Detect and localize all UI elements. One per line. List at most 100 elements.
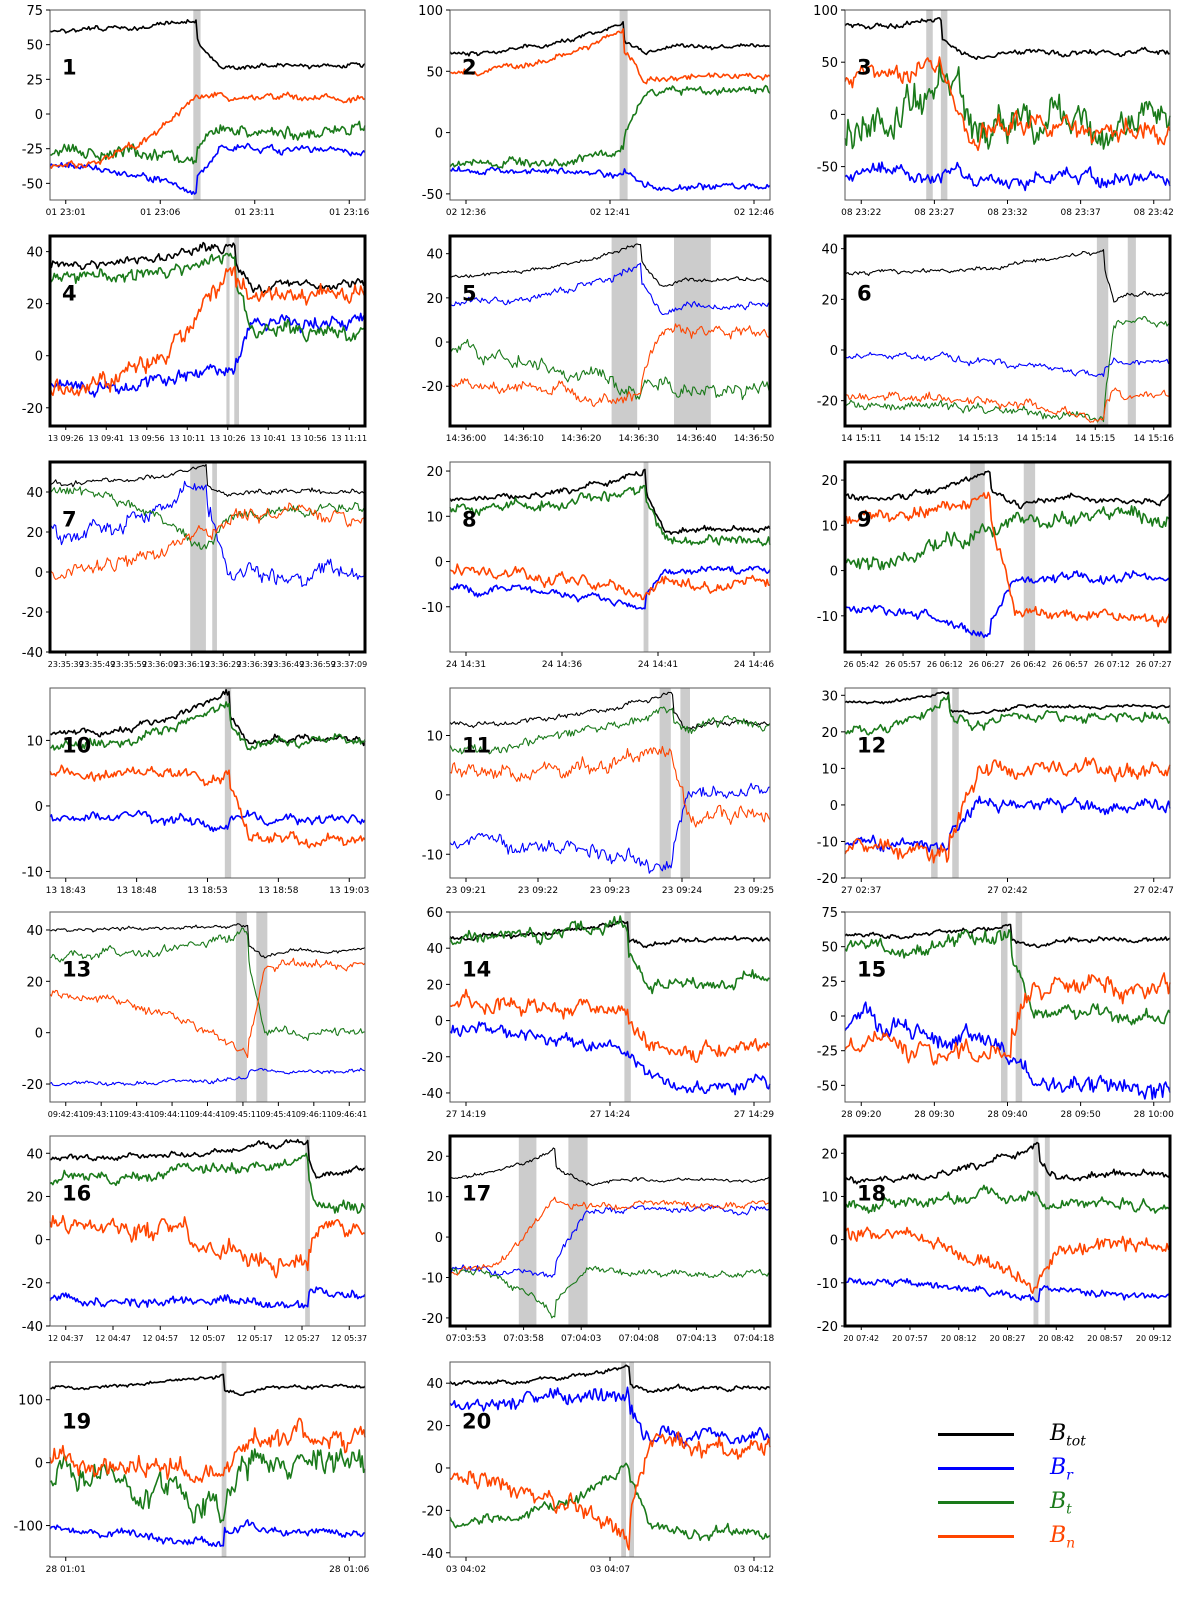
legend-line-bn xyxy=(938,1535,1014,1538)
panel-number: 11 xyxy=(462,734,491,758)
series-bn xyxy=(844,491,1171,628)
y-tick-label: -20 xyxy=(22,606,43,621)
plot-frame xyxy=(49,911,366,1103)
y-tick-label: -100 xyxy=(13,1520,43,1535)
series-btot xyxy=(844,470,1171,510)
y-tick-label: 30 xyxy=(821,689,838,704)
series-br xyxy=(844,161,1171,192)
legend-item-btot: Btot xyxy=(938,1420,1118,1450)
series-bn xyxy=(449,323,771,408)
y-tick-label: 40 xyxy=(426,1377,443,1392)
panel-number: 15 xyxy=(857,958,886,982)
y-tick-label: -40 xyxy=(422,1547,443,1562)
y-tick-label: -10 xyxy=(817,835,838,850)
y-tick-label: 40 xyxy=(821,243,838,258)
plot-area: 20 10 0 -10 26 05:42 26 05:57 26 06:12 26 06:27… xyxy=(817,460,1172,669)
x-tick-label: 09:46:41 xyxy=(331,1110,367,1119)
legend-sub-br: r xyxy=(1066,1467,1073,1484)
x-tick-label: 01 23:01 xyxy=(46,208,86,218)
series-bn xyxy=(49,1417,366,1484)
x-tick-label: 13 10:11 xyxy=(169,434,205,443)
x-tick-label: 12 05:37 xyxy=(331,1334,367,1343)
y-tick-label: 20 xyxy=(426,1150,443,1165)
panel-number: 10 xyxy=(62,734,91,758)
x-tick-label: 03 04:12 xyxy=(734,1565,774,1575)
series-bt xyxy=(49,1152,366,1214)
y-tick-label: 40 xyxy=(426,248,443,263)
x-tick-label: 23:36:09 xyxy=(142,660,178,669)
panel-7: 40 20 0 -20 -40 23:35:39 23:35:49 23:35:59 23:36… xyxy=(4,460,375,680)
plot-area: 100 0 -100 28 01:01 28 01:06 19 xyxy=(13,1361,370,1575)
panel-11: 10 0 -10 23 09:21 23 09:22 23 09:23 23 09:24 23… xyxy=(404,687,780,906)
x-tick-label: 13 18:43 xyxy=(46,886,86,896)
y-tick-label: 0 xyxy=(435,336,443,351)
y-tick-label: 0 xyxy=(435,1462,443,1477)
legend-line-btot xyxy=(938,1433,1014,1436)
shaded-interval xyxy=(1127,236,1136,426)
x-tick-label: 14 15:12 xyxy=(900,434,940,444)
x-tick-label: 14 15:14 xyxy=(1017,434,1058,444)
shaded-interval xyxy=(1015,912,1023,1102)
y-tick-label: 100 xyxy=(813,4,838,19)
chart-5: 40 20 0 -20 14:36:00 14:36:10 14:36:20 14:36:30… xyxy=(422,234,775,444)
x-tick-label: 24 14:41 xyxy=(638,660,678,670)
y-tick-label: 0 xyxy=(35,1027,43,1042)
x-tick-label: 20 09:12 xyxy=(1136,1334,1172,1343)
x-tick-label: 13 18:58 xyxy=(258,886,299,896)
panel-number: 20 xyxy=(462,1409,491,1433)
series-bt xyxy=(449,915,771,995)
series-bt xyxy=(844,694,1171,736)
x-tick-label: 23 09:21 xyxy=(446,886,486,896)
panel-3: 100 50 0 -50 08 23:22 08 23:27 08 23:32 08 23:3… xyxy=(799,4,1180,228)
panel-5: 40 20 0 -20 14:36:00 14:36:10 14:36:20 14:36:30… xyxy=(404,234,780,454)
shaded-interval xyxy=(926,10,933,200)
x-tick-label: 14 15:11 xyxy=(841,434,881,444)
series-bn xyxy=(449,745,771,828)
y-tick-label: 0 xyxy=(35,1457,43,1472)
plot-area: 20 10 0 -10 24 14:31 24 14:36 24 14:41 24 14:46… xyxy=(422,461,775,670)
plot-frame xyxy=(48,460,367,654)
x-tick-label: 28 09:50 xyxy=(1061,1110,1102,1120)
x-tick-label: 23:36:19 xyxy=(174,660,210,669)
series-btot xyxy=(844,1141,1171,1185)
y-tick-label: 20 xyxy=(26,975,43,990)
panel-number: 2 xyxy=(462,56,477,80)
series-bt xyxy=(49,252,366,343)
y-tick-label: 10 xyxy=(821,1190,838,1205)
shaded-interval xyxy=(629,1362,634,1557)
series-bn xyxy=(49,764,366,849)
x-tick-label: 12 05:27 xyxy=(284,1334,320,1343)
x-tick-label: 12 05:07 xyxy=(190,1334,226,1343)
series-btot xyxy=(449,1147,771,1187)
series-bt xyxy=(844,315,1171,423)
series-bn xyxy=(49,1214,366,1279)
series-bt xyxy=(49,701,366,751)
series-br xyxy=(49,142,366,195)
panel-10: 10 0 -10 13 18:43 13 18:48 13 18:53 13 18:58 13… xyxy=(4,687,375,906)
x-tick-label: 02 12:36 xyxy=(446,208,487,218)
series-bt xyxy=(449,484,771,547)
x-tick-label: 23:35:39 xyxy=(48,660,84,669)
y-tick-label: 20 xyxy=(426,465,443,480)
series-br xyxy=(449,1205,771,1278)
legend-sub-btot: tot xyxy=(1066,1433,1086,1450)
x-tick-label: 23:36:39 xyxy=(237,660,273,669)
legend-label-bn: B xyxy=(1050,1523,1067,1548)
series-btot xyxy=(49,19,366,71)
x-tick-label: 24 14:46 xyxy=(734,660,775,670)
series-btot xyxy=(844,249,1171,303)
y-tick-label: 0 xyxy=(35,350,43,365)
y-tick-label: -40 xyxy=(422,1087,443,1102)
series-btot xyxy=(844,923,1171,949)
plot-area: 75 50 25 0 -25 -50 01 23:01 01 23:06 01 23:11 01 … xyxy=(22,4,370,218)
x-tick-label: 23 09:24 xyxy=(662,886,703,896)
shaded-interval xyxy=(256,912,268,1102)
series-bn xyxy=(49,265,366,397)
legend-item-bn: Bn xyxy=(938,1522,1118,1551)
y-tick-label: 0 xyxy=(435,556,443,571)
x-tick-label: 14:36:50 xyxy=(734,434,775,444)
